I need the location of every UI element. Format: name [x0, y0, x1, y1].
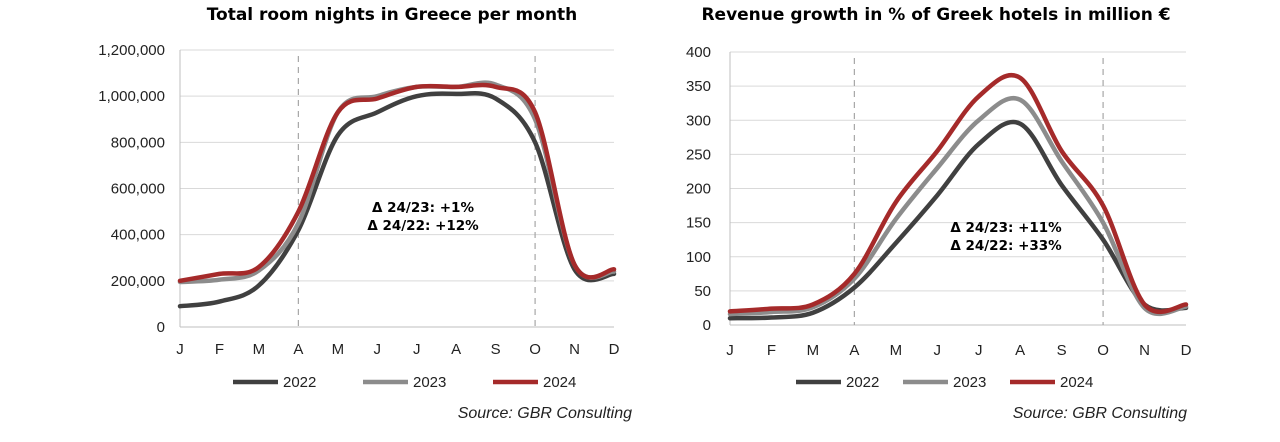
x-tick-label: M: [807, 342, 820, 359]
legend: 2022 2023 2024: [233, 374, 576, 391]
y-tick-label: 1,000,000: [98, 88, 165, 105]
x-tick-label: A: [1015, 342, 1025, 359]
x-tick-label: J: [975, 342, 983, 359]
series-line-2024: [177, 82, 617, 284]
x-tick-label: N: [1139, 342, 1150, 359]
x-tick-label: M: [253, 341, 266, 358]
series-line-2024: [727, 72, 1189, 314]
x-tick-label: J: [934, 342, 942, 359]
series-lines: [727, 72, 1189, 321]
y-tick-label: 200,000: [111, 273, 165, 290]
x-tick-label: M: [332, 341, 345, 358]
y-tick-label: 200: [686, 181, 711, 198]
x-tick-label: O: [529, 341, 541, 358]
y-gridlines: [729, 51, 1186, 326]
y-tick-label: 50: [694, 283, 711, 300]
x-tick-label: A: [293, 341, 303, 358]
y-gridlines: [179, 49, 614, 328]
y-tick-labels: 0 200,000 400,000 600,000 800,000 1,000,000 1,…: [98, 42, 165, 336]
y-tick-label: 100: [686, 249, 711, 266]
legend-label-2022: 2022: [283, 374, 316, 391]
x-tick-label: A: [849, 342, 859, 359]
y-tick-label: 350: [686, 78, 711, 95]
series-line-2023: [727, 96, 1189, 317]
y-tick-label: 0: [703, 317, 711, 334]
source-note: Source: GBR Consulting: [1013, 405, 1187, 422]
x-tick-label: N: [569, 341, 580, 358]
x-tick-label: J: [726, 342, 734, 359]
y-tick-label: 600,000: [111, 181, 165, 198]
y-tick-labels: 0 50 100 150 200 250 300 350 400: [686, 44, 711, 334]
room-nights-chart: Total room nights in Greece per month 0 2…: [98, 5, 632, 422]
y-tick-label: 150: [686, 215, 711, 232]
y-tick-label: 250: [686, 146, 711, 163]
annotation-delta-24-22: Δ 24/22: +33%: [950, 238, 1062, 254]
legend: 2022 2023 2024: [796, 374, 1093, 391]
y-tick-label: 1,200,000: [98, 42, 165, 59]
y-tick-label: 0: [157, 319, 165, 336]
x-tick-label: S: [491, 341, 501, 358]
source-note: Source: GBR Consulting: [458, 405, 632, 422]
x-tick-label: A: [451, 341, 461, 358]
chart-title: Total room nights in Greece per month: [207, 5, 578, 25]
legend-label-2023: 2023: [413, 374, 446, 391]
x-tick-label: D: [1181, 342, 1192, 359]
x-tick-label: D: [609, 341, 620, 358]
x-tick-label: J: [413, 341, 421, 358]
y-tick-label: 800,000: [111, 134, 165, 151]
chart-title: Revenue growth in % of Greek hotels in m…: [701, 5, 1170, 25]
series-line-2022: [727, 119, 1189, 321]
legend-label-2023: 2023: [953, 374, 986, 391]
x-tick-label: O: [1097, 342, 1109, 359]
series-lines: [177, 80, 617, 309]
revenue-growth-chart: Revenue growth in % of Greek hotels in m…: [686, 5, 1192, 422]
y-tick-label: 400: [686, 44, 711, 61]
x-tick-label: J: [374, 341, 382, 358]
x-tick-label: F: [767, 342, 776, 359]
reference-lines: [297, 56, 536, 327]
y-tick-label: 400,000: [111, 227, 165, 244]
y-tick-label: 300: [686, 112, 711, 129]
annotation-delta-24-22: Δ 24/22: +12%: [367, 218, 479, 234]
x-tick-label: J: [176, 341, 184, 358]
annotation-delta-24-23: Δ 24/23: +11%: [950, 220, 1062, 236]
x-tick-label: S: [1057, 342, 1067, 359]
legend-label-2024: 2024: [543, 374, 576, 391]
x-tick-label: M: [890, 342, 903, 359]
series-line-2022: [177, 91, 617, 309]
annotation-delta-24-23: Δ 24/23: +1%: [372, 200, 474, 216]
legend-label-2022: 2022: [846, 374, 879, 391]
x-tick-label: F: [215, 341, 224, 358]
legend-label-2024: 2024: [1060, 374, 1093, 391]
